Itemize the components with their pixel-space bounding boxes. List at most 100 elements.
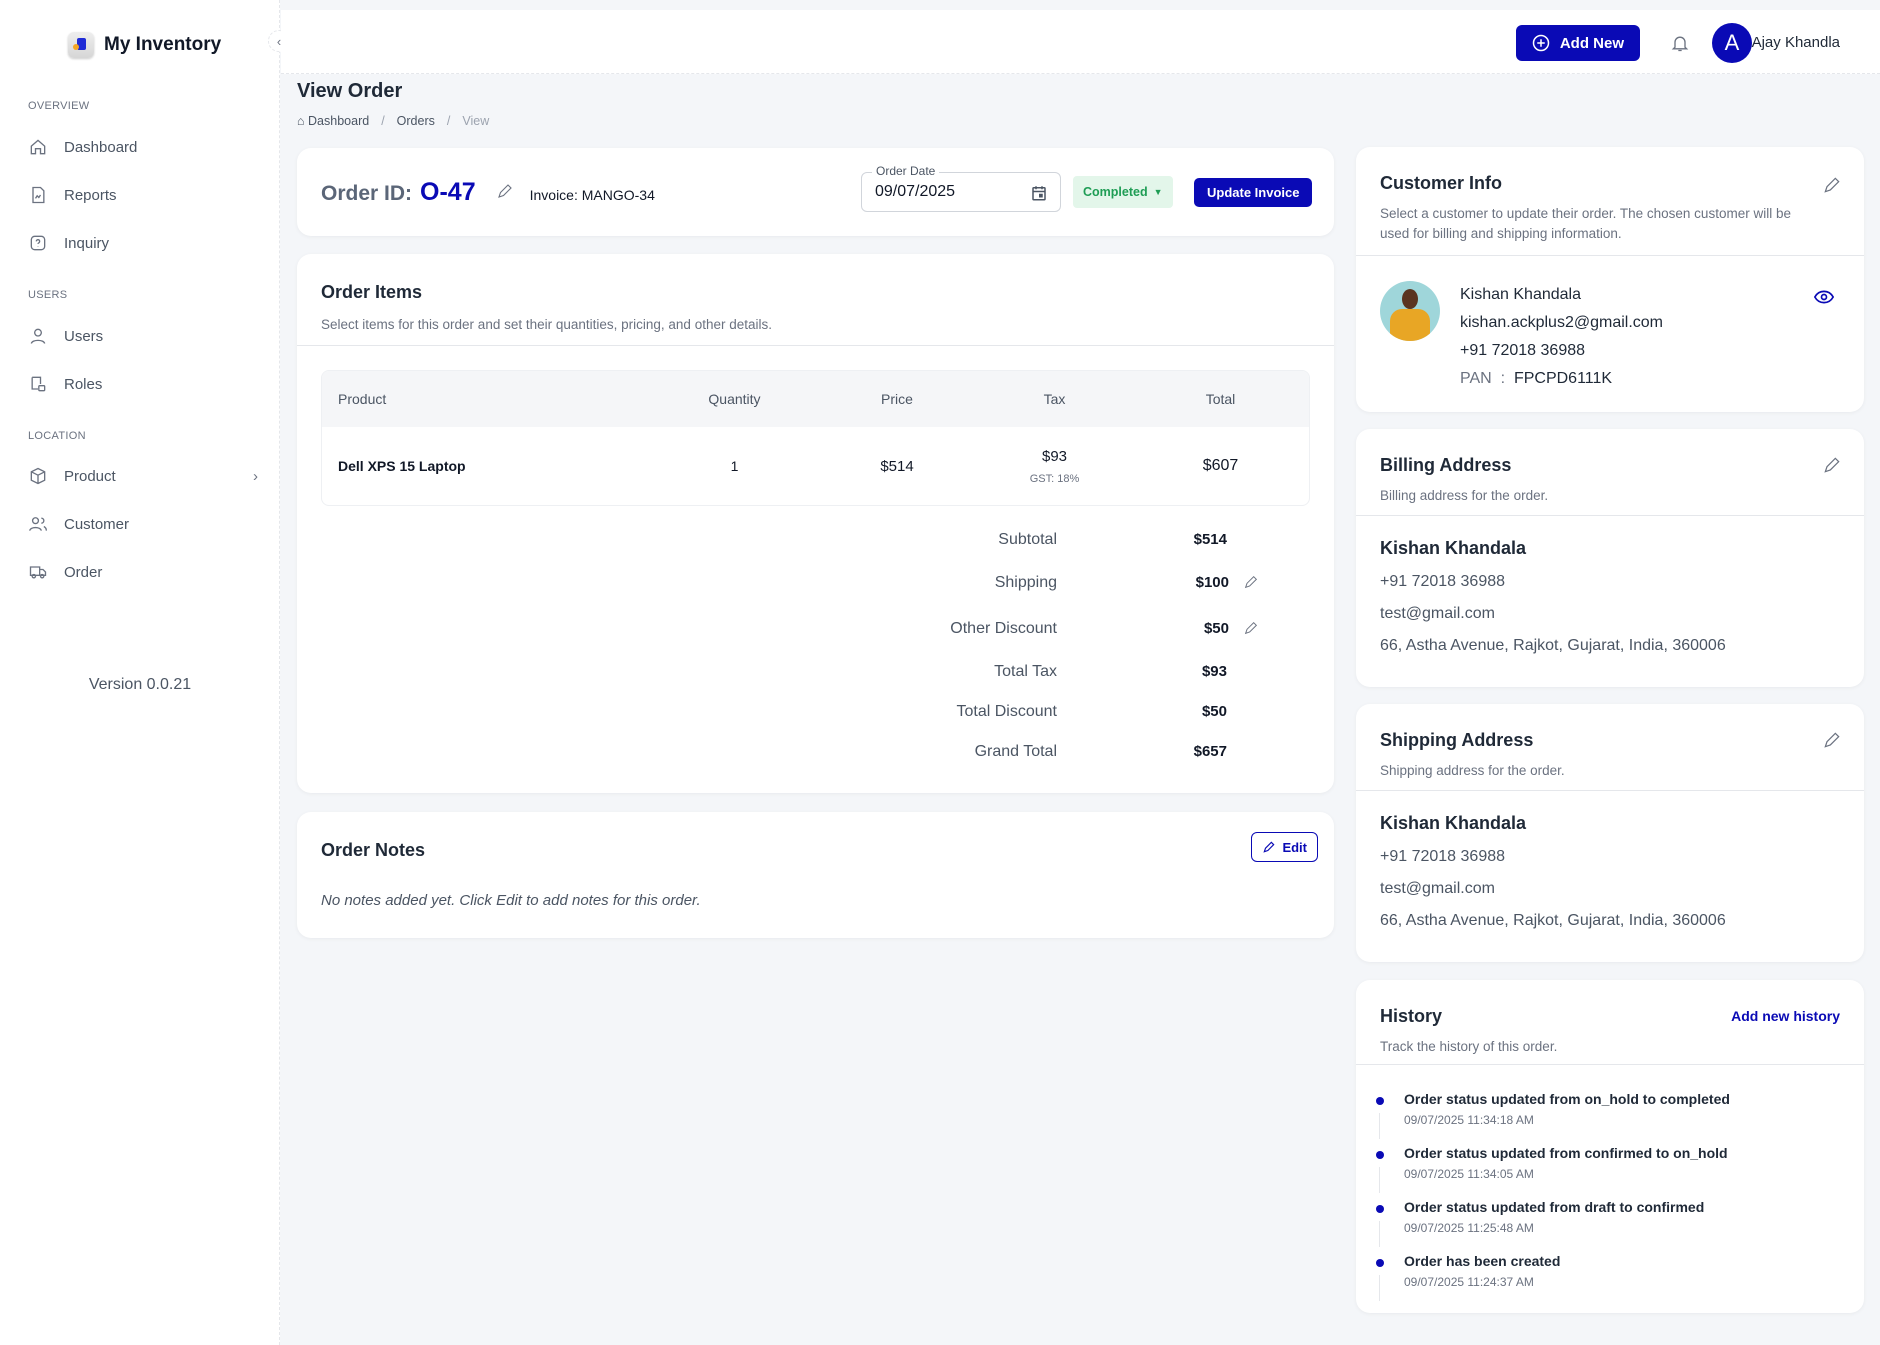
order-items-card: Order Items Select items for this order … xyxy=(297,254,1334,793)
sidebar-item-users[interactable]: Users xyxy=(28,326,258,346)
sidebar-item-label: Reports xyxy=(64,186,117,204)
shipping-subtitle: Shipping address for the order. xyxy=(1380,763,1565,778)
sidebar-item-label: Order xyxy=(64,563,103,581)
status-value: Completed xyxy=(1083,185,1148,199)
summary-value: $50 xyxy=(1201,703,1227,720)
edit-other-discount-icon[interactable] xyxy=(1243,620,1259,636)
sidebar: My Inventory OVERVIEW Dashboard Reports … xyxy=(0,0,280,1345)
summary-value: $657 xyxy=(1193,743,1227,760)
edit-shipping-icon[interactable] xyxy=(1822,730,1842,750)
history-title: History xyxy=(1380,1006,1443,1026)
page-title: View Order xyxy=(297,80,403,102)
section-users: USERS xyxy=(28,289,68,301)
summary-row: Grand Total $657 xyxy=(877,743,1227,761)
edit-notes-button[interactable]: Edit xyxy=(1251,832,1318,862)
timeline-line xyxy=(1379,1167,1380,1193)
order-items-subtitle: Select items for this order and set thei… xyxy=(321,317,772,332)
sidebar-item-customer[interactable]: Customer xyxy=(28,514,258,534)
bell-icon[interactable] xyxy=(1670,32,1690,54)
add-new-history-link[interactable]: Add new history xyxy=(1731,1008,1840,1024)
column-quantity: Quantity xyxy=(652,371,817,427)
history-entry: Order status updated from confirmed to o… xyxy=(1356,1145,1864,1193)
report-icon xyxy=(32,186,45,204)
sidebar-item-order[interactable]: Order xyxy=(28,562,258,582)
sidebar-item-label: Dashboard xyxy=(64,138,138,156)
customers-icon xyxy=(29,517,47,531)
cell-quantity: 1 xyxy=(730,458,739,474)
user-avatar[interactable]: A xyxy=(1712,23,1752,63)
invoice-number: Invoice: MANGO-34 xyxy=(529,187,655,203)
customer-avatar xyxy=(1380,281,1440,341)
add-new-button[interactable]: Add New xyxy=(1515,25,1640,61)
timeline-line xyxy=(1379,1275,1380,1301)
pencil-icon xyxy=(1263,841,1275,853)
order-id: O-47 xyxy=(420,178,476,206)
logo-icon xyxy=(68,32,94,58)
home-icon xyxy=(30,139,46,155)
cell-product: Dell XPS 15 Laptop xyxy=(338,458,466,474)
summary-value: $93 xyxy=(1201,663,1227,680)
update-invoice-button[interactable]: Update Invoice xyxy=(1194,178,1313,207)
app-logo[interactable]: My Inventory xyxy=(68,32,221,58)
sidebar-item-label: Inquiry xyxy=(64,234,110,252)
timeline-line xyxy=(1379,1113,1380,1139)
order-date-value: 09/07/2025 xyxy=(875,183,956,200)
order-header-card: Order ID: O-47 Invoice: MANGO-34 Order D… xyxy=(297,148,1334,236)
summary-row: Total Discount $50 xyxy=(877,703,1228,721)
billing-subtitle: Billing address for the order. xyxy=(1380,488,1549,503)
sidebar-item-label: Users xyxy=(64,327,104,345)
add-new-label: Add New xyxy=(1559,34,1624,52)
history-entry: Order status updated from on_hold to com… xyxy=(1356,1091,1864,1139)
breadcrumb-orders[interactable]: Orders xyxy=(396,114,435,128)
caret-down-icon: ▼ xyxy=(1153,187,1163,197)
user-name[interactable]: Ajay Khandla xyxy=(1751,34,1840,51)
chevron-right-icon: › xyxy=(253,467,258,485)
edit-customer-icon[interactable] xyxy=(1822,175,1842,195)
tax-value: $93 xyxy=(1041,447,1068,465)
pan-label: PAN xyxy=(1460,370,1492,387)
order-date-field[interactable]: Order Date 09/07/2025 xyxy=(861,164,1061,212)
edit-billing-icon[interactable] xyxy=(1822,455,1842,475)
breadcrumb-separator: / xyxy=(381,114,385,128)
roles-icon xyxy=(31,376,46,392)
breadcrumb-dashboard[interactable]: ⌂ Dashboard xyxy=(297,114,370,128)
summary-value: $100 xyxy=(1195,574,1229,591)
shipping-name: Kishan Khandala xyxy=(1380,813,1527,833)
history-text: Order status updated from draft to confi… xyxy=(1404,1199,1705,1215)
summary-value: $514 xyxy=(1193,531,1227,548)
eye-icon[interactable] xyxy=(1814,289,1834,305)
history-time: 09/07/2025 11:34:05 AM xyxy=(1404,1167,1534,1181)
summary-label: Total Tax xyxy=(994,663,1057,680)
sidebar-item-label: Product xyxy=(64,467,116,485)
table-row[interactable]: Dell XPS 15 Laptop 1 $514 $93 GST: 18% $6… xyxy=(322,427,1309,505)
billing-email: test@gmail.com xyxy=(1380,605,1495,622)
cell-tax: $93 GST: 18% xyxy=(977,427,1132,505)
calendar-icon[interactable] xyxy=(1030,183,1048,203)
summary-value: $50 xyxy=(1203,620,1229,637)
history-card: History Track the history of this order.… xyxy=(1356,980,1864,1313)
summary-label: Subtotal xyxy=(998,531,1057,548)
edit-order-id-icon[interactable] xyxy=(496,182,514,200)
summary-label: Other Discount xyxy=(950,620,1057,637)
history-time: 09/07/2025 11:34:18 AM xyxy=(1404,1113,1534,1127)
status-dropdown[interactable]: Completed ▼ xyxy=(1073,176,1173,208)
app-name: My Inventory xyxy=(104,34,222,55)
timeline-dot xyxy=(1376,1205,1384,1213)
timeline-dot xyxy=(1376,1151,1384,1159)
app-version: Version 0.0.21 xyxy=(88,676,192,693)
sidebar-item-inquiry[interactable]: Inquiry xyxy=(28,233,258,253)
sidebar-item-product[interactable]: Product › xyxy=(28,466,258,486)
column-product: Product xyxy=(322,371,652,427)
sidebar-item-reports[interactable]: Reports xyxy=(28,185,258,205)
user-icon xyxy=(30,328,46,344)
sidebar-item-dashboard[interactable]: Dashboard xyxy=(28,137,258,157)
breadcrumb-current: View xyxy=(462,114,490,128)
shipping-address: 66, Astha Avenue, Rajkot, Gujarat, India… xyxy=(1380,912,1726,929)
sidebar-item-label: Customer xyxy=(64,515,130,533)
history-text: Order status updated from on_hold to com… xyxy=(1404,1091,1730,1107)
help-icon xyxy=(30,235,46,251)
billing-phone: +91 72018 36988 xyxy=(1380,573,1506,590)
edit-shipping-icon[interactable] xyxy=(1243,574,1259,590)
sidebar-item-roles[interactable]: Roles xyxy=(28,374,258,394)
customer-info-card: Customer Info Select a customer to updat… xyxy=(1356,147,1864,412)
